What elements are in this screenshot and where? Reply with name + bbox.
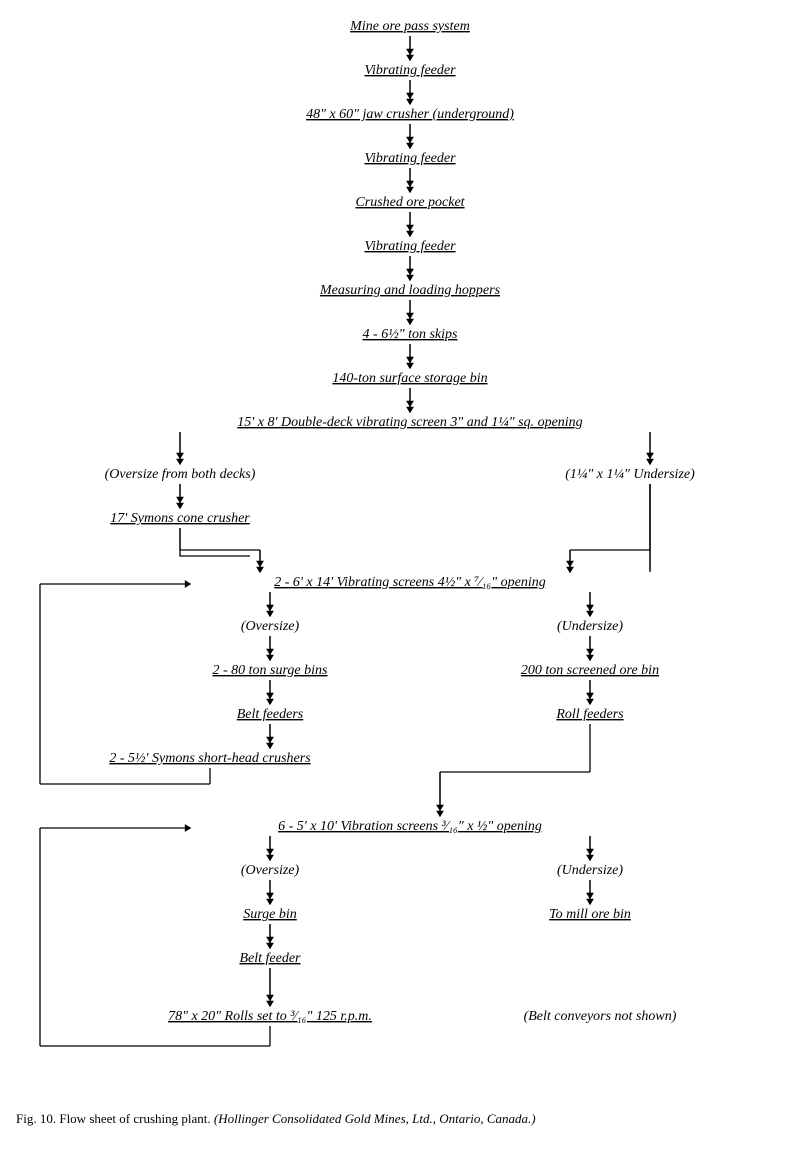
node-n19: Surge bin [243, 907, 297, 922]
label-undersize-3: (Undersize) [557, 863, 623, 878]
node-n5: Crushed ore pocket [355, 195, 465, 210]
node-n11: 17' Symons cone crusher [110, 511, 250, 526]
flowchart-svg: Mine ore pass system Vibrating feeder 48" … [10, 10, 790, 1105]
node-n20: To mill ore bin [549, 907, 631, 922]
caption-fig: Fig. 10. [16, 1111, 56, 1126]
caption-text: Flow sheet of crushing plant. [59, 1111, 210, 1126]
label-oversize-decks: (Oversize from both decks) [105, 467, 256, 482]
node-n2: Vibrating feeder [364, 63, 456, 78]
note-belt-conveyors: (Belt conveyors not shown) [524, 1009, 677, 1024]
figure-caption: Fig. 10. Flow sheet of crushing plant. (… [10, 1111, 790, 1127]
node-n18: 6 - 5' x 10' Vibration screens ³⁄₁₆" x ½… [278, 819, 542, 834]
node-n9: 140-ton surface storage bin [332, 371, 487, 386]
node-n3: 48" x 60" jaw crusher (underground) [306, 107, 514, 122]
node-n15: Belt feeders [237, 707, 304, 722]
node-n14: 200 ton screened ore bin [521, 663, 659, 678]
node-n10: 15' x 8' Double-deck vibrating screen 3"… [237, 415, 582, 430]
node-n17: 2 - 5½' Symons short-head crushers [109, 751, 311, 766]
caption-source: (Hollinger Consolidated Gold Mines, Ltd.… [214, 1111, 536, 1126]
node-n1: Mine ore pass system [349, 19, 470, 34]
node-n22: 78" x 20" Rolls set to ³⁄₁₆" 125 r.p.m. [168, 1009, 372, 1024]
node-n21: Belt feeder [239, 951, 301, 966]
node-n16: Roll feeders [555, 707, 624, 722]
node-n7: Measuring and loading hoppers [319, 283, 501, 298]
label-oversize-3: (Oversize) [241, 863, 300, 878]
node-n6: Vibrating feeder [364, 239, 456, 254]
node-n12: 2 - 6' x 14' Vibrating screens 4½" x ⁷⁄₁… [274, 575, 545, 590]
node-n13: 2 - 80 ton surge bins [213, 663, 329, 678]
label-undersize-2: (Undersize) [557, 619, 623, 634]
node-n4: Vibrating feeder [364, 151, 456, 166]
node-n8: 4 - 6½" ton skips [363, 327, 458, 342]
label-oversize-2: (Oversize) [241, 619, 300, 634]
label-undersize-1: (1¼" x 1¼" Undersize) [565, 467, 695, 482]
